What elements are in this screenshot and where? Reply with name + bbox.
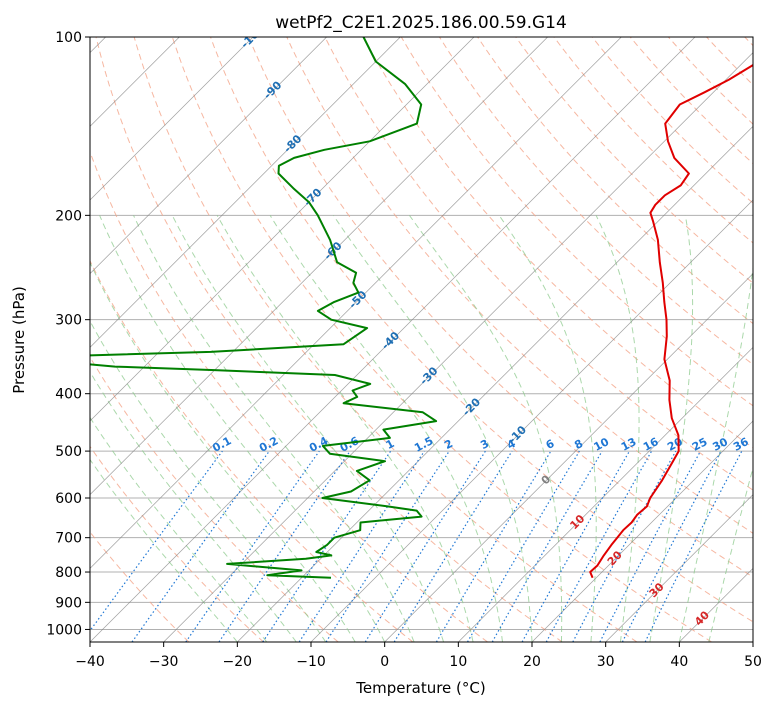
dry-adiabat-line (400, 37, 753, 407)
moist-adiabat-line (649, 215, 694, 642)
mixing-ratio-line (393, 450, 513, 642)
y-tick-label: 1000 (46, 622, 82, 638)
moist-adiabat-line (269, 215, 503, 642)
y-tick-label: 400 (55, 387, 82, 403)
y-tick-label: 800 (55, 565, 82, 581)
dry-adiabat-line (591, 37, 753, 204)
mixing-ratio-label: 13 (619, 435, 639, 454)
y-tick-label: 900 (55, 595, 82, 611)
isotherm-line (90, 37, 327, 275)
chart-title: wetPf2_C2E1.2025.186.00.59.G14 (275, 13, 567, 33)
dry-adiabat-line (438, 37, 753, 366)
isotherm-line (90, 37, 696, 642)
mixing-ratio-line (262, 450, 392, 642)
mixing-ratio-line (644, 450, 743, 642)
moist-adiabat-line (678, 264, 753, 642)
profile-series (90, 37, 753, 579)
mixing-ratio-label: 25 (690, 435, 710, 454)
dry-adiabat-line (286, 37, 753, 534)
plot-background (90, 37, 753, 642)
dry-adiabat-line (248, 37, 753, 578)
isotherm-line (90, 37, 254, 201)
mixing-ratio-label: 16 (641, 435, 661, 454)
y-tick-label: 300 (55, 313, 82, 329)
x-tick-label: 40 (670, 654, 688, 670)
plot-frame (89, 36, 754, 643)
dry-adiabat-line (90, 150, 488, 642)
mixing-ratio-line (545, 450, 653, 642)
dry-adiabat-line (477, 37, 753, 325)
mixing-ratio-label: 10 (592, 435, 612, 454)
moist-adiabat-line (99, 215, 386, 642)
isotherm-line (458, 346, 753, 642)
mixing-ratio-line (185, 450, 320, 642)
dewpoint-profile-line (90, 37, 438, 579)
mixing-ratio-label: 30 (710, 435, 730, 454)
dry-adiabat-line (629, 37, 753, 165)
x-tick-label: −10 (296, 654, 326, 670)
y-axis: 1000 900 800 700 600 500 400 300 200 100 (46, 30, 90, 638)
mixing-ratio-label: 36 (731, 435, 751, 454)
isotherm-line (237, 125, 753, 642)
y-tick-label: 100 (55, 30, 82, 46)
isotherm-line (384, 273, 753, 642)
dry-adiabat-line (90, 259, 414, 642)
temperature-profile-line (589, 63, 753, 579)
mixing-ratio-line (131, 450, 270, 642)
plot-area (90, 37, 753, 642)
moist-adiabat-line (90, 370, 297, 642)
y-tick-label: 600 (55, 491, 82, 507)
moist-adiabat-line (90, 458, 238, 642)
moist-adiabat-line (595, 215, 640, 642)
y-tick-label: 700 (55, 531, 82, 547)
dry-adiabat-line (171, 37, 712, 642)
dry-adiabat-line (95, 37, 563, 642)
moist-adiabat-line (408, 215, 563, 642)
dry-adiabat-line (133, 37, 638, 642)
isotherm-line (752, 641, 753, 642)
dry-adiabats (90, 37, 753, 642)
moist-adiabat-line (133, 215, 415, 642)
mixing-ratio-line (298, 450, 425, 642)
dry-adiabat-line (553, 37, 753, 244)
mixing-ratio-line (218, 450, 351, 642)
mixing-ratio-line (521, 450, 631, 642)
x-axis-title: Temperature (°C) (355, 679, 485, 697)
x-tick-label: −40 (75, 654, 105, 670)
x-tick-label: 0 (380, 654, 389, 670)
y-axis-title: Pressure (hPa) (10, 286, 28, 394)
mixing-ratio-lines (90, 450, 743, 642)
isotherm-line (90, 37, 548, 496)
isotherm-line (90, 37, 475, 422)
isotherm-line (531, 420, 753, 642)
mixing-ratio-line (90, 450, 223, 632)
mixing-ratio-line (572, 450, 677, 642)
dry-adiabat-line (362, 37, 753, 449)
x-tick-label: 20 (523, 654, 541, 670)
mixing-ratio-label: 20 (665, 435, 685, 454)
isotherm-line (90, 37, 401, 348)
y-tick-label: 200 (55, 208, 82, 224)
x-axis: −40 −30 −20 −10 0 10 20 30 40 50 (75, 642, 762, 670)
isotherm-line (310, 199, 753, 642)
moist-adiabat-line (332, 215, 533, 642)
x-tick-label: −20 (223, 654, 253, 670)
x-tick-label: −30 (149, 654, 179, 670)
isotherm-line (90, 37, 622, 569)
moist-adiabat-line (90, 320, 327, 642)
moist-adiabat-line (90, 416, 268, 642)
y-tick-label: 500 (55, 444, 82, 460)
pressure-gridlines (90, 37, 753, 630)
x-tick-label: 10 (449, 654, 467, 670)
moist-adiabat-line (171, 215, 445, 642)
moist-adiabat-line (216, 215, 474, 642)
isotherm-line (605, 494, 753, 642)
dry-adiabat-line (90, 445, 264, 642)
mixing-ratio-line (325, 450, 450, 642)
x-tick-label: 30 (597, 654, 615, 670)
x-tick-label: 50 (744, 654, 762, 670)
